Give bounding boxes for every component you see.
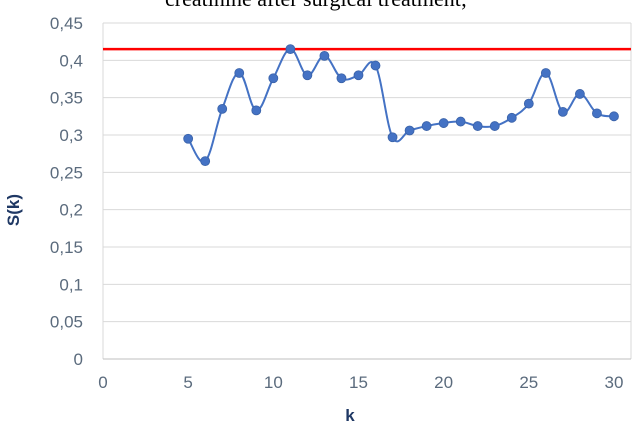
x-tick-label: 20 (434, 373, 453, 392)
data-point-k24 (506, 112, 517, 123)
x-axis-ticks: 0 5 10 15 20 25 30 (98, 373, 623, 392)
data-point-k22 (472, 121, 483, 131)
data-point-k10 (268, 73, 279, 84)
data-point-k25 (523, 98, 534, 109)
y-axis-ticks: 0 0,05 0,1 0,15 0,2 0,25 0,3 0,35 0,4 0,45 (50, 14, 83, 369)
data-point-k18 (404, 125, 415, 136)
gridlines (103, 22, 631, 360)
data-point-k29 (592, 108, 602, 119)
y-tick-label: 0,15 (50, 238, 83, 257)
data-point-k8 (234, 68, 245, 78)
y-tick-label: 0,4 (59, 51, 83, 70)
x-axis-label: k (345, 406, 355, 425)
y-tick-label: 0 (74, 350, 83, 369)
x-tick-label: 10 (264, 373, 283, 392)
data-point-k11 (285, 44, 296, 55)
data-point-k21 (455, 116, 466, 127)
x-tick-label: 0 (98, 373, 107, 392)
x-tick-label: 15 (349, 373, 368, 392)
y-tick-label: 0,05 (50, 313, 83, 332)
y-tick-label: 0,25 (50, 163, 83, 182)
data-point-k20 (438, 118, 449, 128)
data-point-k12 (302, 70, 313, 81)
y-tick-label: 0,35 (50, 89, 83, 108)
data-point-k9 (251, 105, 262, 116)
data-point-k7 (217, 103, 228, 114)
data-point-k30 (609, 111, 619, 122)
x-tick-label: 30 (605, 373, 624, 392)
x-tick-label: 5 (183, 373, 192, 392)
data-point-k23 (489, 121, 500, 131)
data-point-k14 (336, 73, 347, 84)
series-layer (183, 44, 619, 167)
y-tick-label: 0,1 (59, 275, 83, 294)
data-point-k19 (421, 121, 432, 131)
plot-frame (102, 23, 632, 360)
data-point-k15 (353, 70, 364, 81)
data-point-k27 (557, 106, 568, 117)
y-tick-label: 0,2 (59, 201, 83, 220)
data-point-k13 (319, 50, 330, 61)
data-point-k26 (540, 68, 551, 78)
data-point-k6 (200, 156, 211, 167)
y-axis-label: S(k) (4, 194, 23, 226)
y-tick-label: 0,3 (59, 126, 83, 145)
series-line (187, 48, 615, 163)
data-point-k28 (575, 89, 585, 99)
data-point-k16 (370, 60, 381, 71)
y-tick-label: 0,45 (50, 14, 83, 33)
data-point-k5 (183, 133, 194, 144)
data-point-k17 (387, 132, 398, 143)
x-tick-label: 25 (519, 373, 538, 392)
header-text: creatinine after surgical treatment; (165, 0, 467, 11)
